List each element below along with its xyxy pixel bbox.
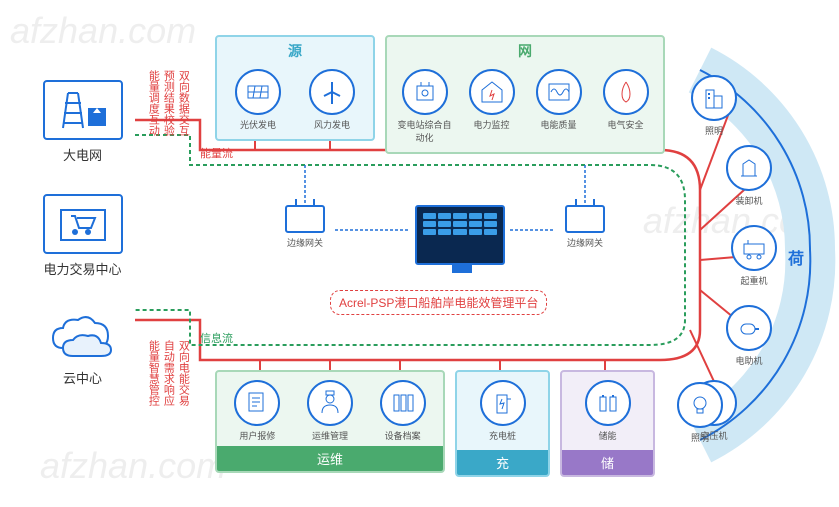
cloud-block: 云中心 [30, 308, 135, 387]
group-grid: 网 变电站综合自动化 电力监控 电能质量 电气安全 [385, 35, 665, 154]
wind-label: 风力发电 [302, 118, 362, 131]
storage-icon [585, 380, 631, 426]
node-quality: 电能质量 [529, 69, 589, 144]
vtext-a1: 能量调度互动 [145, 70, 160, 136]
light-icon [677, 382, 723, 428]
motor-icon [726, 305, 772, 351]
store-footer: 储 [562, 450, 653, 475]
gateway-label: 边缘网关 [555, 236, 615, 249]
vtext-b2: 自动需求响应 [160, 340, 175, 406]
load-6-label: 照明 [670, 431, 730, 444]
load-title: 荷 [788, 245, 804, 269]
wind-icon [309, 69, 355, 115]
node-wind: 风力发电 [302, 69, 362, 131]
gateway-icon [285, 205, 325, 233]
gateway-right: 边缘网关 [555, 205, 615, 249]
maint-icon [307, 380, 353, 426]
load-4: 电助机 [719, 305, 779, 367]
group-source: 源 光伏发电 风力发电 [215, 35, 375, 141]
node-safety: 电气安全 [596, 69, 656, 144]
pv-label: 光伏发电 [228, 118, 288, 131]
group-charge: 充电桩 充 [455, 370, 550, 477]
loader-icon [726, 145, 772, 191]
load-2: 装卸机 [719, 145, 779, 207]
node-maint: 运维管理 [300, 380, 360, 442]
watermark: afzhan.com [40, 445, 226, 487]
grid-header: 网 [387, 41, 663, 61]
node-pv: 光伏发电 [228, 69, 288, 131]
substation-icon [402, 69, 448, 115]
node-substation: 变电站综合自动化 [395, 69, 455, 144]
center-screen [410, 205, 510, 265]
load-4-label: 电助机 [719, 354, 779, 367]
cloud-label: 云中心 [30, 368, 135, 387]
group-ops: 用户报修 运维管理 设备档案 运维 [215, 370, 445, 473]
monitor-label: 电力监控 [462, 118, 522, 131]
crane-icon [731, 225, 777, 271]
maint-label: 运维管理 [300, 429, 360, 442]
watermark: afzhan.com [10, 10, 196, 52]
quality-label: 电能质量 [529, 118, 589, 131]
node-repair: 用户报修 [227, 380, 287, 442]
info-flow-label: 信息流 [200, 330, 233, 346]
load-2-label: 装卸机 [719, 194, 779, 207]
node-archive: 设备档案 [373, 380, 433, 442]
energy-flow-label: 能量流 [200, 145, 233, 161]
source-header: 源 [217, 41, 373, 61]
node-monitor: 电力监控 [462, 69, 522, 144]
load-6: 照明 [670, 382, 730, 444]
gateway-label: 边缘网关 [275, 236, 335, 249]
market-label: 电力交易中心 [30, 259, 135, 278]
archive-icon [380, 380, 426, 426]
repair-icon [234, 380, 280, 426]
vtext-b1: 能量智慧管控 [145, 340, 160, 406]
charger-icon [480, 380, 526, 426]
market-icon [43, 194, 123, 254]
monitor-icon [469, 69, 515, 115]
screen-icon [415, 205, 505, 265]
quality-icon [536, 69, 582, 115]
grid-block: 大电网 [30, 80, 135, 164]
load-1-label: 照明 [684, 124, 744, 137]
pv-icon [235, 69, 281, 115]
archive-label: 设备档案 [373, 429, 433, 442]
load-1: 照明 [684, 75, 744, 137]
safety-label: 电气安全 [596, 118, 656, 131]
load-3: 起重机 [724, 225, 784, 287]
vtext-b3: 双向电能交易 [175, 340, 190, 406]
vtext-a2: 预测结果校验 [160, 70, 175, 136]
repair-label: 用户报修 [227, 429, 287, 442]
platform-label: Acrel-PSP港口船舶岸电能效管理平台 [330, 290, 547, 315]
charger-label: 充电桩 [473, 429, 533, 442]
node-charger: 充电桩 [473, 380, 533, 442]
grid-icon [43, 80, 123, 140]
charge-footer: 充 [457, 450, 548, 475]
safety-icon [603, 69, 649, 115]
storage-label: 储能 [578, 429, 638, 442]
left-column: 大电网 电力交易中心 云中心 [30, 80, 135, 417]
cloud-icon [43, 308, 123, 363]
vtext-a3: 双向数据交互 [175, 70, 190, 136]
market-block: 电力交易中心 [30, 194, 135, 278]
grid-label: 大电网 [30, 145, 135, 164]
gateway-icon [565, 205, 605, 233]
gateway-left: 边缘网关 [275, 205, 335, 249]
substation-label: 变电站综合自动化 [395, 118, 455, 144]
ops-footer: 运维 [217, 446, 443, 471]
node-storage: 储能 [578, 380, 638, 442]
group-store: 储能 储 [560, 370, 655, 477]
building-icon [691, 75, 737, 121]
load-3-label: 起重机 [724, 274, 784, 287]
